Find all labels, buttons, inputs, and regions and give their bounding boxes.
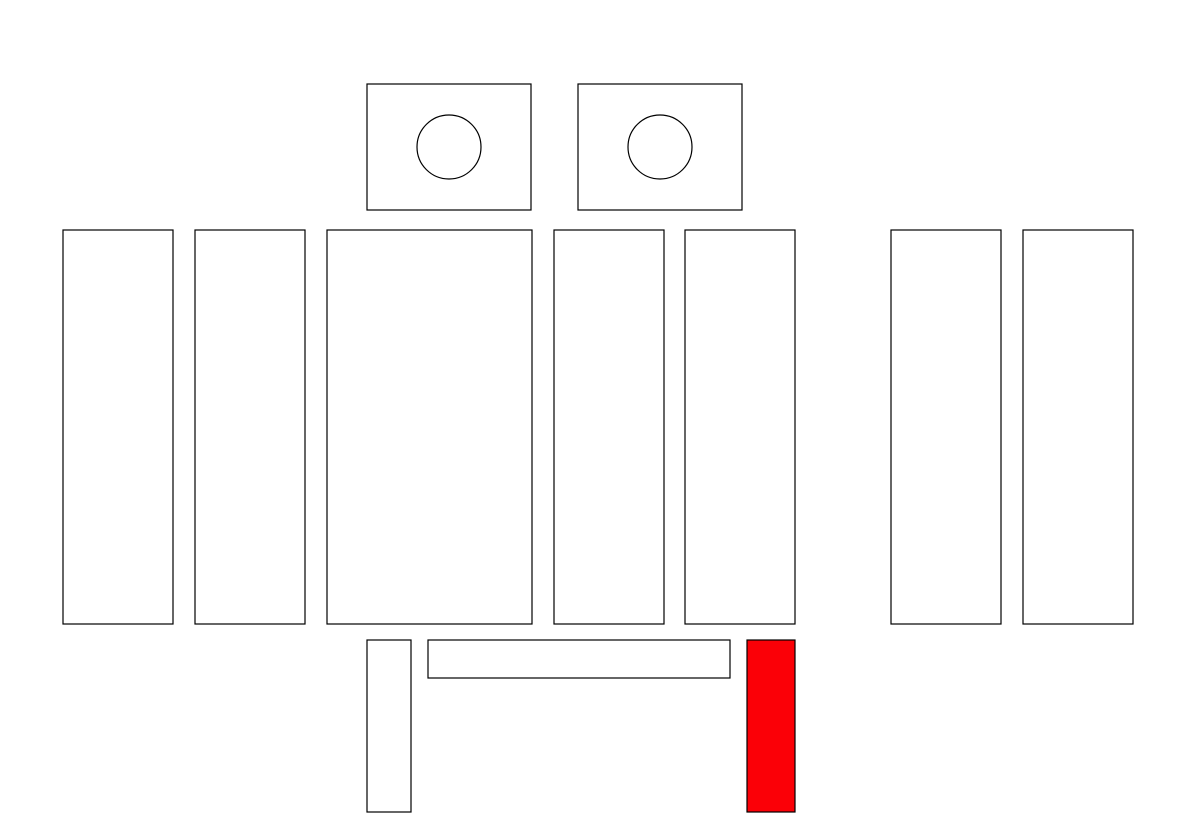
col-7 <box>1023 230 1133 624</box>
col-5 <box>685 230 795 624</box>
eye-right <box>628 115 692 179</box>
col-4 <box>554 230 664 624</box>
bar-middle <box>428 640 730 678</box>
col-6 <box>891 230 1001 624</box>
diagram-canvas <box>0 0 1188 832</box>
eye-left <box>417 115 481 179</box>
col-3 <box>327 230 532 624</box>
col-1 <box>63 230 173 624</box>
red-box <box>747 640 795 812</box>
col-2 <box>195 230 305 624</box>
small-box-left <box>367 640 411 812</box>
